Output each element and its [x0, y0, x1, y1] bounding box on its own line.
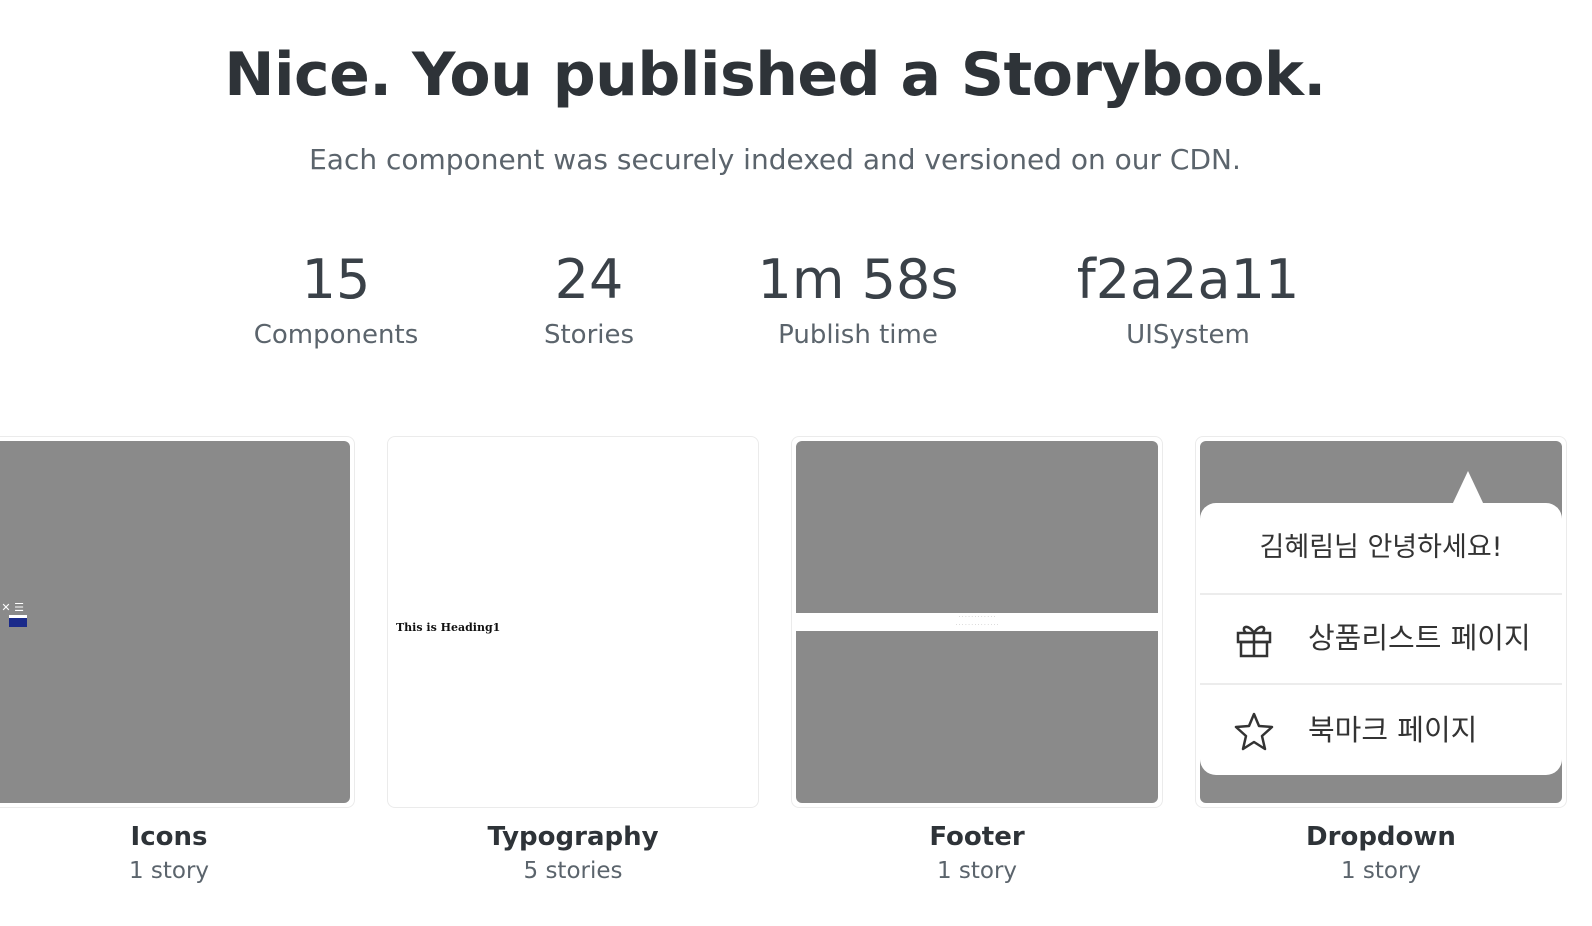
stat-label: UISystem [1126, 320, 1250, 350]
card-preview: ★ ✕ ☰ ☆ [0, 441, 350, 803]
component-card-icons[interactable]: ★ ✕ ☰ ☆ [0, 436, 355, 808]
stat-value: 24 [554, 248, 624, 311]
menu-icon: ☰ [14, 601, 24, 614]
stat-components: 15 Components [186, 248, 486, 352]
stat-value: 15 [301, 248, 371, 311]
stat-commit: f2a2a11 UISystem [1038, 248, 1338, 352]
dropdown-menu-preview: 김혜림님 안녕하세요! 상품리스트 페이지 북마크 페이지 [1200, 503, 1562, 775]
footer-preview-line: · · · · · · · · · · · · [958, 614, 996, 620]
page-title: Nice. You published a Storybook. [224, 40, 1326, 110]
icons-preview-glyphs: ★ ✕ ☰ ☆ [0, 601, 28, 627]
card-preview: This is Heading1 [392, 441, 754, 803]
heading1-preview: This is Heading1 [396, 621, 501, 634]
card-title[interactable]: Icons [130, 822, 208, 852]
stat-label: Components [253, 320, 419, 350]
card-story-count: 5 stories [523, 858, 623, 884]
stat-publish-time: 1m 58s Publish time [708, 248, 1008, 352]
close-icon: ✕ [1, 601, 11, 614]
component-card-footer[interactable]: · · · · · · · · · · · · · · · · · · · · … [791, 436, 1163, 808]
stat-value: f2a2a11 [1076, 248, 1300, 311]
component-card-typography[interactable]: This is Heading1 [387, 436, 759, 808]
bookmark-icon [9, 615, 28, 627]
page-subtitle: Each component was securely indexed and … [309, 143, 1241, 176]
card-preview: 김혜림님 안녕하세요! 상품리스트 페이지 북마크 페이지 [1200, 441, 1562, 803]
dropdown-caret [1452, 471, 1484, 505]
stat-label: Stories [543, 320, 635, 350]
card-story-count: 1 story [1340, 858, 1422, 884]
card-title[interactable]: Dropdown [1306, 822, 1456, 852]
dropdown-item-bookmarks: 북마크 페이지 [1200, 685, 1562, 775]
dropdown-item-products: 상품리스트 페이지 [1200, 593, 1562, 685]
gift-icon [1236, 625, 1272, 658]
stat-value: 1m 58s [757, 248, 959, 311]
component-card-dropdown[interactable]: 김혜림님 안녕하세요! 상품리스트 페이지 북마크 페이지 [1195, 436, 1567, 808]
card-story-count: 1 story [128, 858, 210, 884]
footer-preview-band: · · · · · · · · · · · · · · · · · · · · … [796, 613, 1158, 631]
dropdown-item-label: 상품리스트 페이지 [1308, 621, 1531, 655]
stat-label: Publish time [778, 320, 938, 350]
card-title[interactable]: Typography [487, 822, 659, 852]
card-preview: · · · · · · · · · · · · · · · · · · · · … [796, 441, 1158, 803]
dropdown-item-label: 북마크 페이지 [1308, 713, 1478, 747]
card-story-count: 1 story [936, 858, 1018, 884]
card-title[interactable]: Footer [929, 822, 1025, 852]
dropdown-greeting: 김혜림님 안녕하세요! [1200, 503, 1562, 595]
footer-preview-line: · · · · · · · · · · · · · · [955, 622, 999, 628]
stat-stories: 24 Stories [439, 248, 739, 352]
star-icon [1234, 712, 1274, 751]
